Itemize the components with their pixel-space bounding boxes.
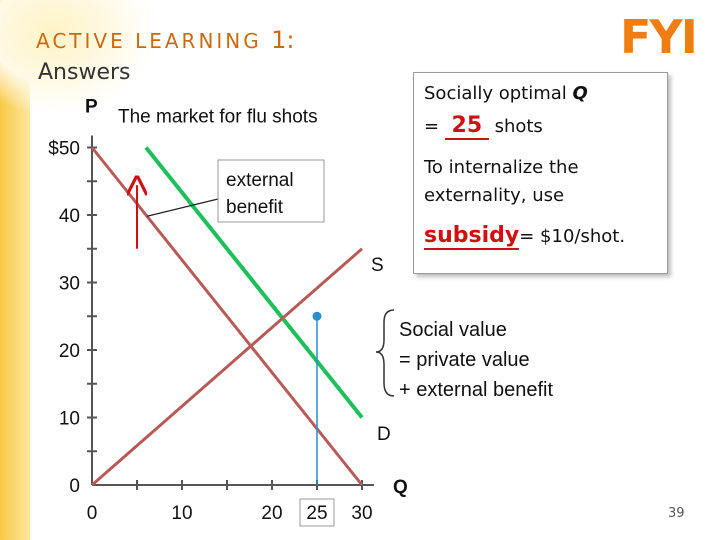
chart-title: The market for flu shots [118,107,318,128]
optimal-quantity-var: Q [572,83,588,104]
answer-line-4: externality, use [424,185,565,206]
y-axis-label: P [85,97,98,118]
external-benefit-text-2: benefit [226,197,284,218]
external-benefit-pointer [146,198,219,217]
x-tick-label: 10 [171,503,192,524]
social-value-line [144,146,364,419]
fyi-badge: FYI [620,10,698,64]
optimal-quantity-answer: 25 [444,113,489,140]
y-tick-label: 30 [59,274,80,295]
x-tick-label: 20 [261,503,282,524]
page-number: 39 [668,506,685,521]
y-tick-label: 0 [69,476,80,497]
social-value-text-3: + external benefit [399,379,553,401]
external-benefit-text-1: external [226,170,294,191]
x-tick-label: 0 [87,503,98,524]
answer-box: Socially optimal Q = 25 shots To interna… [413,72,668,274]
slide-title-number: 1: [271,26,295,54]
social-value-brace [375,309,395,397]
social-value-text-1: Social value [399,319,507,341]
axis-ticks: 0 10 20 30 40 $50 0 10 20 25 30 [48,139,373,527]
subsidy-amount: = $10/shot. [519,226,626,247]
policy-answer: subsidy [424,223,520,250]
answer-line-3: To internalize the [424,157,579,178]
equals-sign: = [424,116,440,137]
answer-line-1: Socially optimal Q [424,83,588,104]
y-tick-label: 20 [59,341,80,362]
x-tick-label: 25 [306,503,327,524]
answer-line-2: = 25 shots [424,113,543,140]
y-tick-label: 10 [59,409,80,430]
x-axis-label: Q [393,477,408,498]
demand-curve-label: D [377,424,391,445]
supply-curve-label: S [371,255,384,276]
slide-title-main: ACTIVE LEARNING [36,29,262,53]
optimal-tick-highlight [299,498,335,527]
answer-line-5: subsidy= $10/shot. [424,223,625,250]
x-tick-label: 30 [351,503,372,524]
decorative-corner-glow [0,0,150,110]
external-benefit-box [217,159,325,223]
slide-subtitle: Answers [38,60,131,85]
social-value-text-2: = private value [399,349,530,371]
supply-line [91,247,363,487]
shots-label: shots [494,116,543,137]
socially-optimal-point [312,311,322,321]
y-tick-label: $50 [48,139,80,160]
slide-title: ACTIVE LEARNING 1: [36,26,294,54]
optimal-label: Socially optimal [424,83,567,104]
y-tick-label: 40 [59,206,80,227]
